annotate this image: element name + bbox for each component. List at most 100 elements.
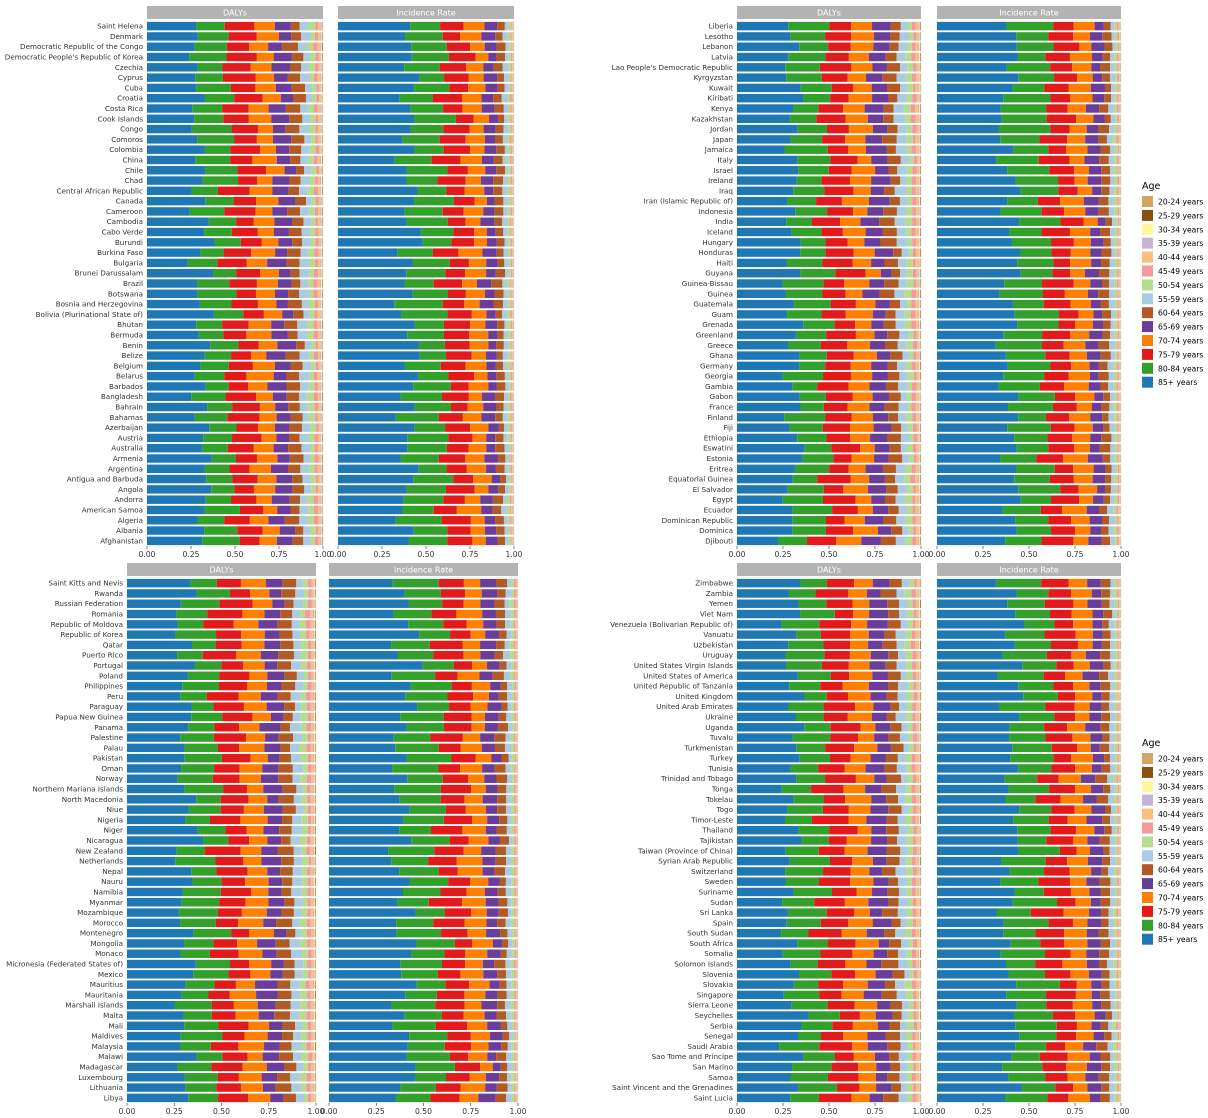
bar-segment xyxy=(127,692,181,701)
bar-segment xyxy=(310,1000,314,1010)
bar-segment xyxy=(807,536,837,546)
bar-segment xyxy=(1116,104,1119,113)
bar-segment xyxy=(305,620,311,629)
bar-segment xyxy=(194,661,222,670)
bar-segment xyxy=(509,671,514,681)
bar-segment xyxy=(1110,176,1115,185)
bar-segment xyxy=(513,825,516,835)
bar-segment xyxy=(147,351,205,360)
bar-segment xyxy=(511,93,513,103)
bar-segment xyxy=(515,578,517,588)
bar-segment xyxy=(251,248,276,257)
bar-segment xyxy=(463,578,481,588)
bar-segment xyxy=(915,361,919,371)
bar-segment xyxy=(260,774,279,783)
bar-segment xyxy=(515,784,517,794)
bar-segment xyxy=(321,176,323,185)
bar-segment xyxy=(919,702,921,711)
bar-segment xyxy=(1118,145,1120,154)
bar-segment xyxy=(905,464,912,474)
bar-segment xyxy=(127,630,176,639)
bar-segment xyxy=(299,371,310,381)
bar-segment xyxy=(321,248,323,257)
bar-segment xyxy=(314,536,319,546)
bar-segment xyxy=(908,620,913,629)
legend-label: 20-24 years xyxy=(1158,198,1203,207)
bar-segment xyxy=(310,620,314,629)
bar-segment xyxy=(313,764,315,773)
bar-segment xyxy=(811,784,844,794)
bar-segment xyxy=(246,733,266,742)
bar-segment xyxy=(897,124,907,134)
bar-segment xyxy=(301,1042,307,1051)
bar-segment xyxy=(883,320,896,329)
bar-segment xyxy=(1053,42,1080,51)
bar-segment xyxy=(308,753,312,763)
bar-segment xyxy=(248,114,272,124)
bar-segment xyxy=(855,774,875,783)
bar-segment xyxy=(329,650,398,660)
bar-segment xyxy=(1107,505,1114,515)
bar-segment xyxy=(495,516,504,525)
bar-segment xyxy=(515,712,517,722)
bar-segment xyxy=(485,166,497,175)
bar-segment xyxy=(1100,145,1111,154)
bar-segment xyxy=(787,196,817,206)
bar-segment xyxy=(514,939,517,948)
bar-segment xyxy=(470,320,486,329)
bar-segment xyxy=(906,413,913,422)
bar-segment xyxy=(338,145,415,154)
bar-segment xyxy=(407,433,449,443)
bar-segment xyxy=(310,474,316,484)
bar-segment xyxy=(182,887,221,897)
bar-segment xyxy=(311,815,314,825)
bar-segment xyxy=(901,805,909,814)
bar-segment xyxy=(919,536,921,546)
bar-segment xyxy=(855,702,874,711)
country-label: Iceland xyxy=(707,228,733,237)
bar-segment xyxy=(789,856,830,866)
bar-segment xyxy=(1073,536,1089,546)
bar-segment xyxy=(275,145,290,154)
bar-segment xyxy=(835,268,866,278)
bar-segment xyxy=(1039,382,1065,391)
bar-segment xyxy=(314,1062,316,1072)
bar-segment xyxy=(318,114,321,124)
bar-segment xyxy=(147,341,211,350)
bar-segment xyxy=(1117,443,1119,453)
bar-segment xyxy=(1097,485,1105,494)
bar-segment xyxy=(507,692,512,701)
bar-segment xyxy=(311,1031,314,1041)
bar-segment xyxy=(321,464,323,474)
country-label: Tonga xyxy=(711,785,733,794)
bar-segment xyxy=(233,1000,258,1010)
bar-segment xyxy=(486,443,496,453)
bar-segment xyxy=(511,1011,515,1020)
country-label: Monaco xyxy=(95,949,123,958)
bar-segment xyxy=(487,815,500,825)
bar-segment xyxy=(503,207,508,216)
bar-segment xyxy=(466,464,487,474)
bar-segment xyxy=(285,351,300,360)
bar-segment xyxy=(512,21,514,31)
bar-segment xyxy=(464,918,487,928)
bar-segment xyxy=(1103,392,1111,401)
bar-segment xyxy=(516,1031,518,1041)
bar-segment xyxy=(790,32,826,41)
bar-segment xyxy=(278,32,292,41)
bar-segment xyxy=(1072,433,1091,443)
bar-segment xyxy=(512,341,514,350)
bar-segment xyxy=(127,702,192,711)
bar-segment xyxy=(846,836,872,845)
bar-segment xyxy=(515,795,517,804)
bar-segment xyxy=(292,238,303,247)
bar-segment xyxy=(329,877,410,886)
bar-segment xyxy=(828,42,851,51)
bar-segment xyxy=(912,815,916,825)
bar-segment xyxy=(507,928,512,938)
bar-segment xyxy=(511,918,515,928)
bar-segment xyxy=(1117,454,1119,463)
bar-segment xyxy=(443,815,473,825)
bar-segment xyxy=(315,526,319,535)
